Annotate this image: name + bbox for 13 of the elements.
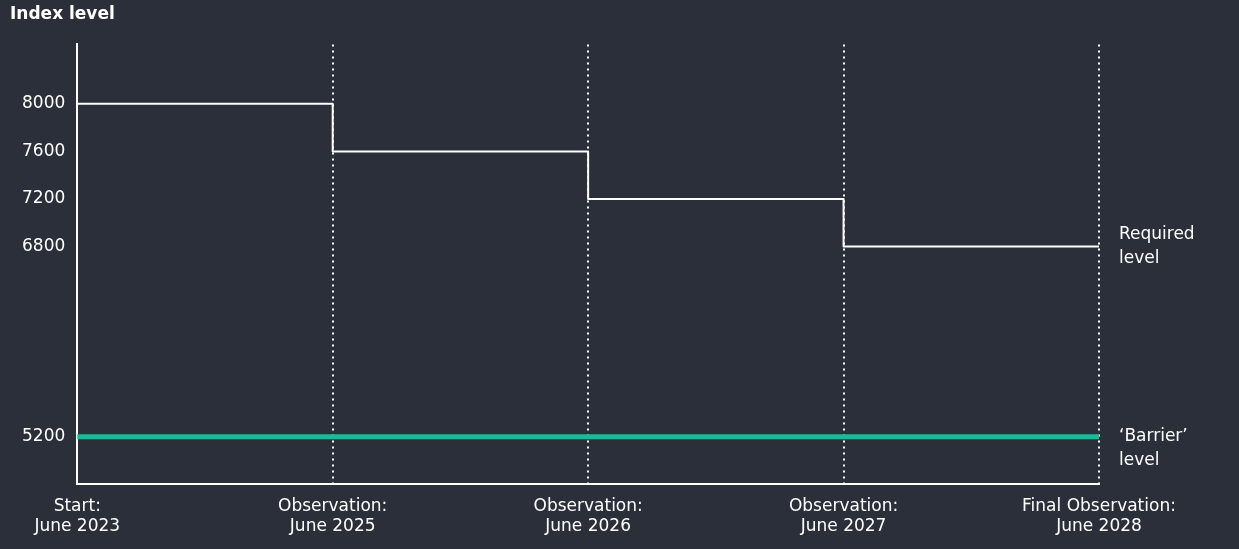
ref-line-label: ‘Barrier’ level: [1119, 425, 1188, 470]
x-tick-label: Observation: June 2025: [278, 494, 388, 536]
y-tick-label: 7600: [22, 139, 66, 160]
series-label: Required level: [1119, 222, 1195, 267]
x-tick-label: Start: June 2023: [33, 494, 121, 536]
y-tick-label: 7200: [22, 187, 66, 208]
y-tick-label: 5200: [22, 425, 66, 446]
x-tick-label: Observation: June 2026: [533, 494, 643, 536]
y-tick-label: 6800: [22, 234, 66, 255]
x-tick-label: Final Observation: June 2028: [1022, 494, 1176, 536]
x-tick-label: Observation: June 2027: [788, 494, 899, 536]
y-tick-label: 8000: [22, 92, 66, 113]
y-axis-title: Index level: [10, 2, 115, 23]
